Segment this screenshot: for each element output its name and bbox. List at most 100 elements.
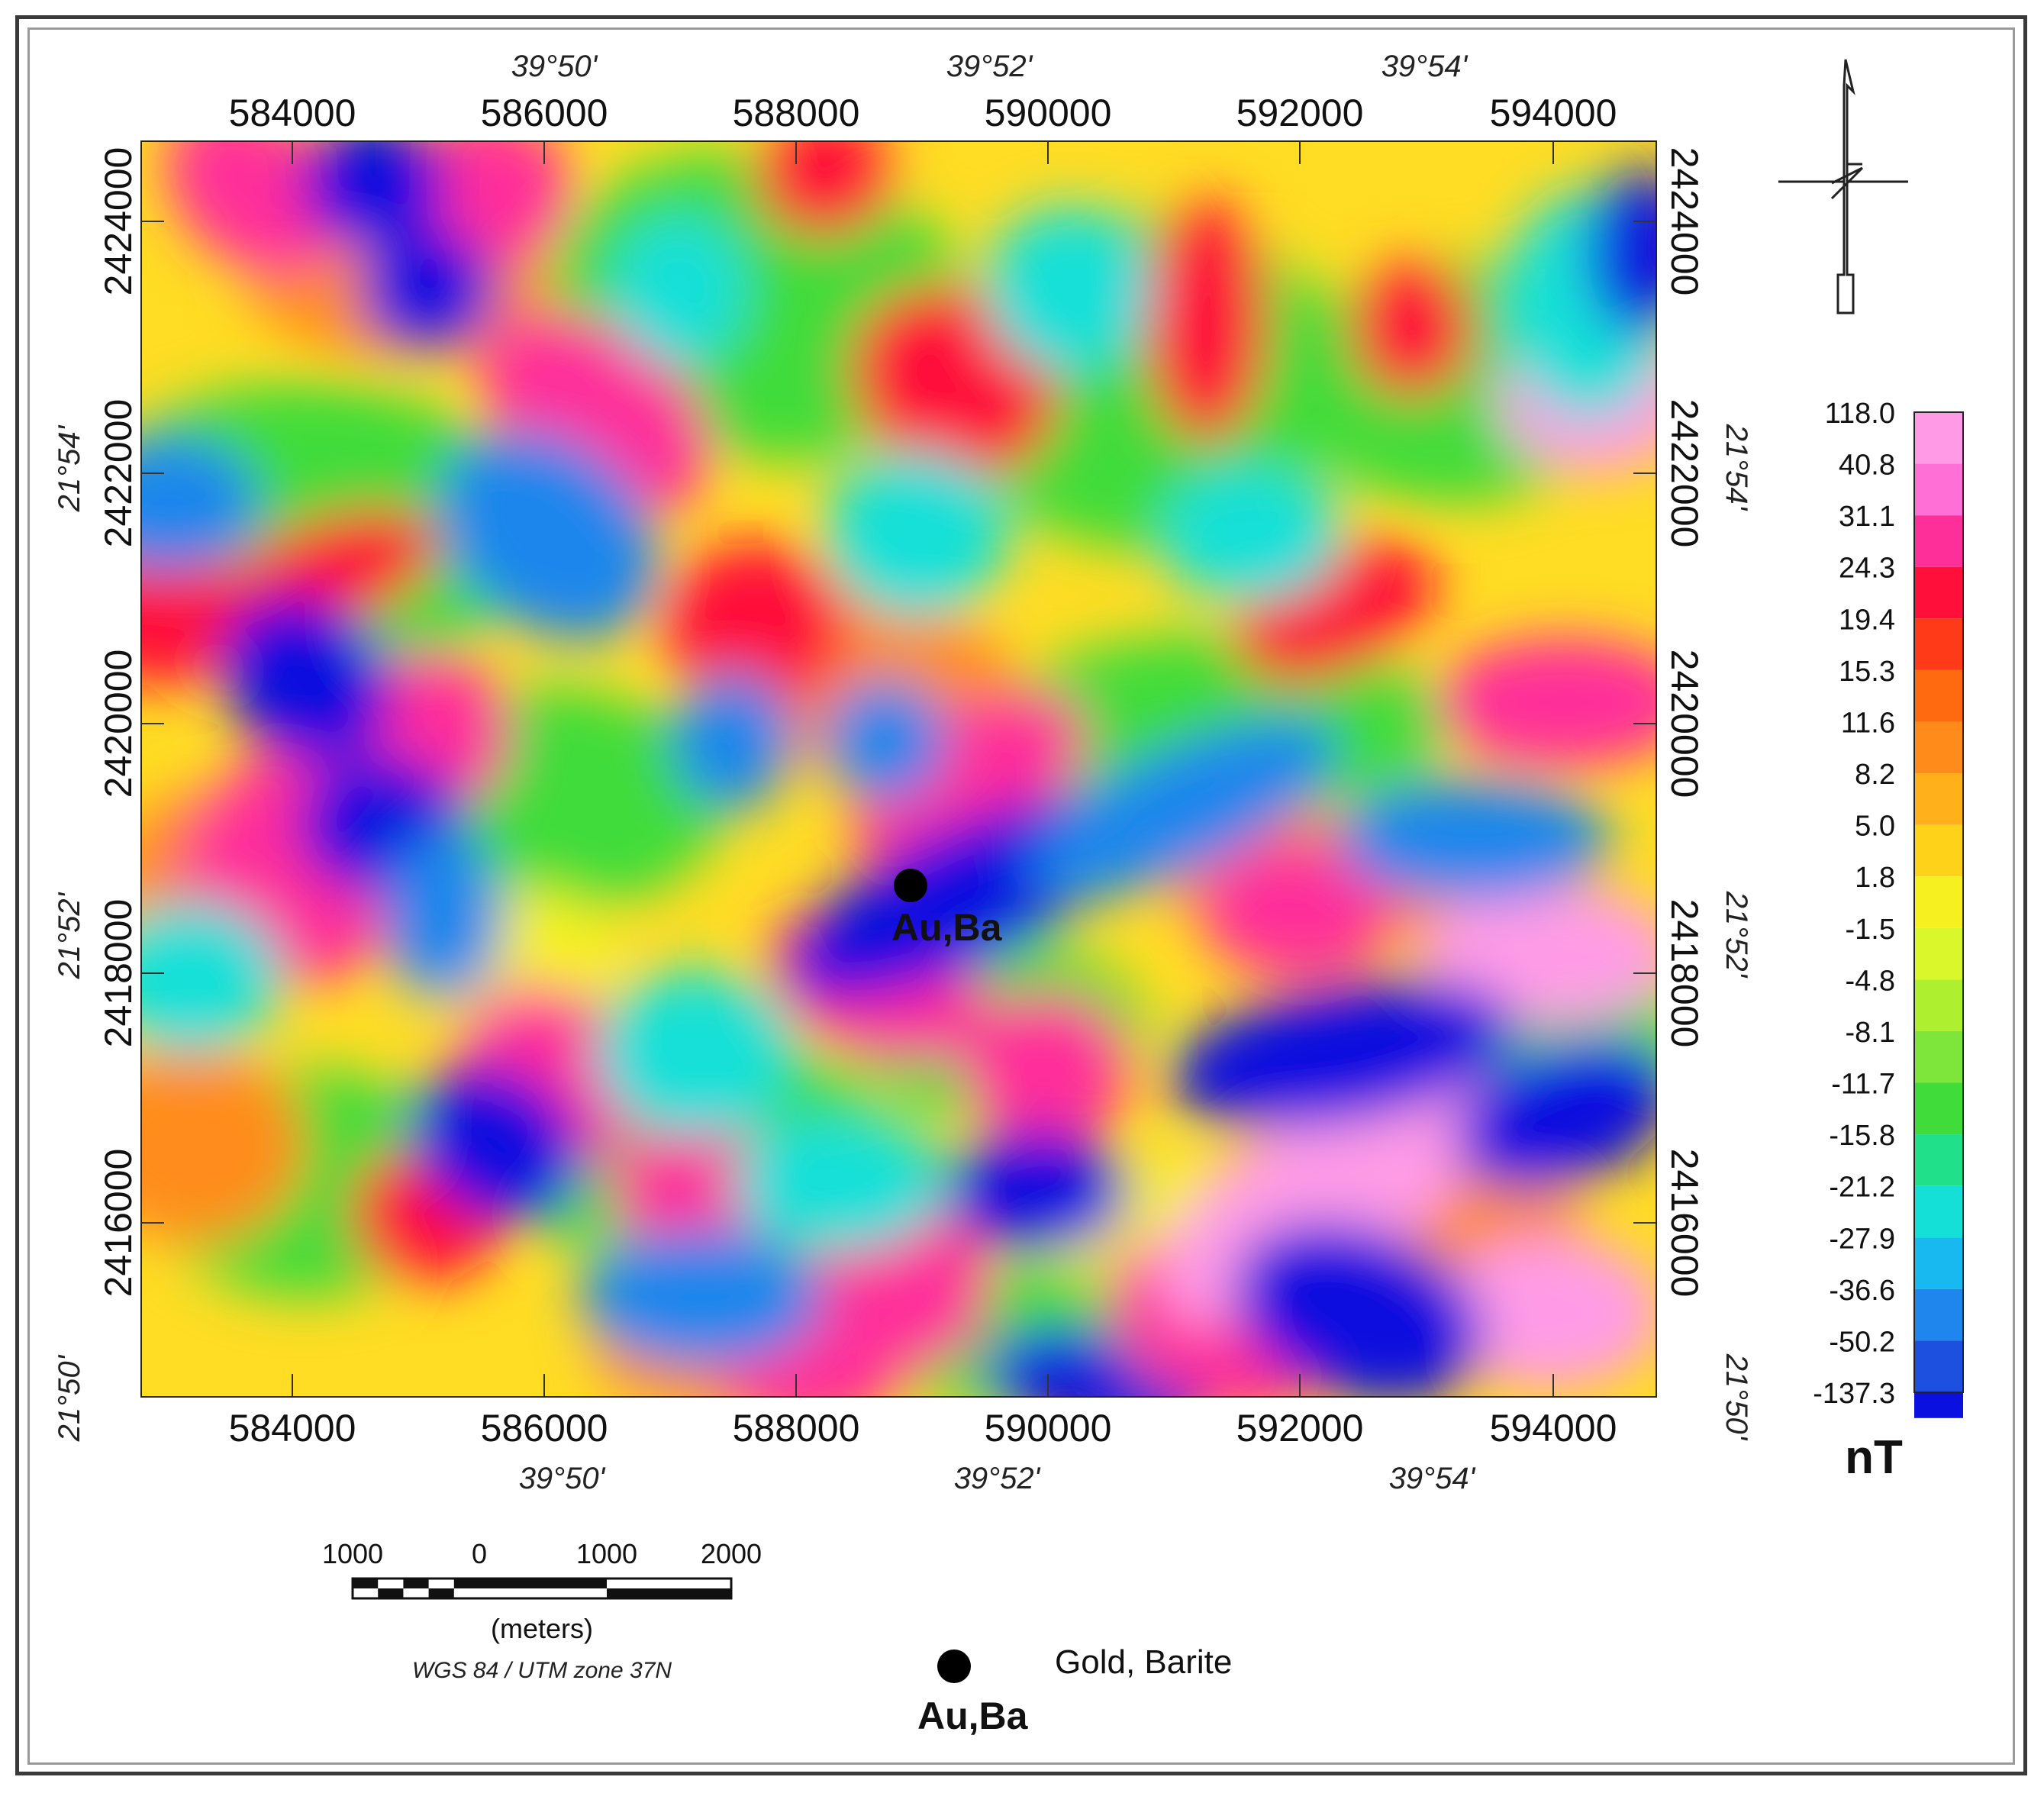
anomaly-blob <box>1336 779 1610 901</box>
x-tick-top: 590000 <box>985 92 1112 134</box>
anomaly-blob <box>1588 168 1656 336</box>
projection-label: WGS 84 / UTM zone 37N <box>412 1658 672 1683</box>
colorbar-label: 19.4 <box>1839 604 1895 636</box>
anomaly-blob <box>962 992 1130 1145</box>
magnetic-anomaly-map[interactable] <box>76 72 1696 1452</box>
colorbar-swatch <box>1914 824 1963 877</box>
anomaly-blob <box>992 634 1450 817</box>
y-tick-left: 2420000 <box>97 650 140 798</box>
y-tick-left: 2416000 <box>97 1149 140 1298</box>
legend-description: Gold, Barite <box>1055 1643 1232 1681</box>
legend: Gold, Barite Au,Ba <box>917 1643 1232 1737</box>
colorbar-label: 31.1 <box>1839 501 1895 533</box>
colorbar-label: 5.0 <box>1855 811 1895 843</box>
scale-bar: 1000 0 1000 2000 (meters) WGS 84 / UTM z… <box>322 1538 762 1683</box>
colorbar-swatch <box>1914 412 1963 464</box>
colorbar-unit: nT <box>1845 1431 1903 1484</box>
anomaly-blob <box>301 141 447 248</box>
colorbar-swatch <box>1914 566 1963 619</box>
latitude-tick-right: 21°52' <box>1720 891 1753 979</box>
anomaly-blob <box>1435 637 1656 767</box>
colorbar-swatch <box>1914 1185 1963 1238</box>
anomaly-blob <box>141 534 244 687</box>
anomaly-blob <box>166 141 345 276</box>
colorbar-label: -21.2 <box>1829 1172 1895 1204</box>
y-axis-left: 2424000 2422000 2420000 2418000 2416000 <box>97 147 140 1298</box>
latitude-labels-right: 21°54' 21°52' 21°50' <box>1720 424 1753 1441</box>
anomaly-blob <box>733 1114 946 1252</box>
colorbar-label: -1.5 <box>1846 914 1895 946</box>
anomaly-blob <box>219 596 392 763</box>
colorbar-swatch <box>1914 669 1963 722</box>
legend-marker <box>937 1649 971 1683</box>
latitude-tick-left: 21°54' <box>53 424 86 512</box>
colorbar-swatch <box>1914 721 1963 774</box>
x-tick-bottom: 586000 <box>481 1407 608 1450</box>
anomaly-blob <box>1160 466 1343 603</box>
colorbar-label: -50.2 <box>1829 1326 1895 1358</box>
y-tick-left: 2418000 <box>97 899 140 1048</box>
anomaly-blob <box>672 672 794 809</box>
x-tick-top: 592000 <box>1236 92 1364 134</box>
anomaly-blob <box>985 1328 1137 1397</box>
anomaly-blob <box>756 141 893 237</box>
anomaly-blob <box>359 229 496 351</box>
anomaly-blob <box>611 1122 779 1259</box>
x-tick-bottom: 594000 <box>1490 1407 1617 1450</box>
colorbar-label: -36.6 <box>1829 1275 1895 1307</box>
colorbar-swatch <box>1914 1340 1963 1392</box>
scale-label-left: 1000 <box>322 1538 383 1569</box>
anomaly-blob <box>141 1046 305 1244</box>
anomaly-blob <box>439 429 660 640</box>
colorbar-swatch <box>1914 773 1963 825</box>
anomaly-blob <box>1454 1039 1656 1190</box>
x-tick-top: 586000 <box>481 92 608 134</box>
colorbar-swatch <box>1914 927 1963 980</box>
colorbar-label: 15.3 <box>1839 656 1895 688</box>
scale-label-right: 2000 <box>701 1538 762 1569</box>
longitude-tick-top: 39°50' <box>511 50 598 83</box>
colorbar-label: 1.8 <box>1855 862 1895 894</box>
colorbar-swatch <box>1914 515 1963 567</box>
x-tick-bottom: 592000 <box>1236 1407 1364 1450</box>
latitude-labels-left: 21°54' 21°52' 21°50' <box>53 424 86 1442</box>
anomaly-blob <box>141 901 282 1053</box>
anomaly-blob <box>1078 1382 1197 1397</box>
scale-label-zero: 0 <box>472 1538 487 1569</box>
colorbar-label: -15.8 <box>1829 1120 1895 1152</box>
au-ba-site[interactable]: Au,Ba <box>891 869 1003 949</box>
y-tick-left: 2424000 <box>97 147 140 296</box>
latitude-tick-left: 21°50' <box>53 1354 86 1442</box>
colorbar-label: 8.2 <box>1855 759 1895 791</box>
y-tick-right: 2422000 <box>1663 399 1706 548</box>
anomaly-blob <box>1435 1237 1656 1389</box>
anomaly-blob <box>824 679 946 801</box>
site-label: Au,Ba <box>891 906 1003 949</box>
y-axis-right: 2424000 2422000 2420000 2418000 2416000 <box>1663 147 1706 1298</box>
anomaly-blob <box>946 1130 1130 1252</box>
y-tick-right: 2420000 <box>1663 650 1706 798</box>
y-tick-right: 2424000 <box>1663 147 1706 296</box>
colorbar-label: -27.9 <box>1829 1223 1895 1255</box>
x-tick-bottom: 584000 <box>229 1407 356 1450</box>
latitude-tick-right: 21°50' <box>1720 1353 1753 1441</box>
outer-frame <box>15 15 2027 1775</box>
y-tick-left: 2422000 <box>97 399 140 548</box>
colorbar-swatch <box>1914 1288 1963 1341</box>
y-tick-right: 2418000 <box>1663 899 1706 1048</box>
anomaly-blob <box>1198 840 1397 977</box>
longitude-tick-top: 39°54' <box>1381 50 1469 83</box>
colorbar-label: 24.3 <box>1839 553 1895 585</box>
anomaly-blob <box>1028 719 1338 899</box>
colorbar-swatch <box>1914 1237 1963 1289</box>
anomaly-blob <box>141 435 260 572</box>
latitude-tick-right: 21°54' <box>1720 424 1753 511</box>
anomaly-blob <box>611 214 748 366</box>
colorbar-label: 11.6 <box>1841 707 1895 739</box>
inner-frame <box>27 27 2015 1765</box>
colorbar-swatch <box>1914 979 1963 1031</box>
site-marker[interactable] <box>894 869 927 902</box>
legend-symbol-label: Au,Ba <box>917 1695 1029 1737</box>
x-tick-top: 588000 <box>733 92 860 134</box>
